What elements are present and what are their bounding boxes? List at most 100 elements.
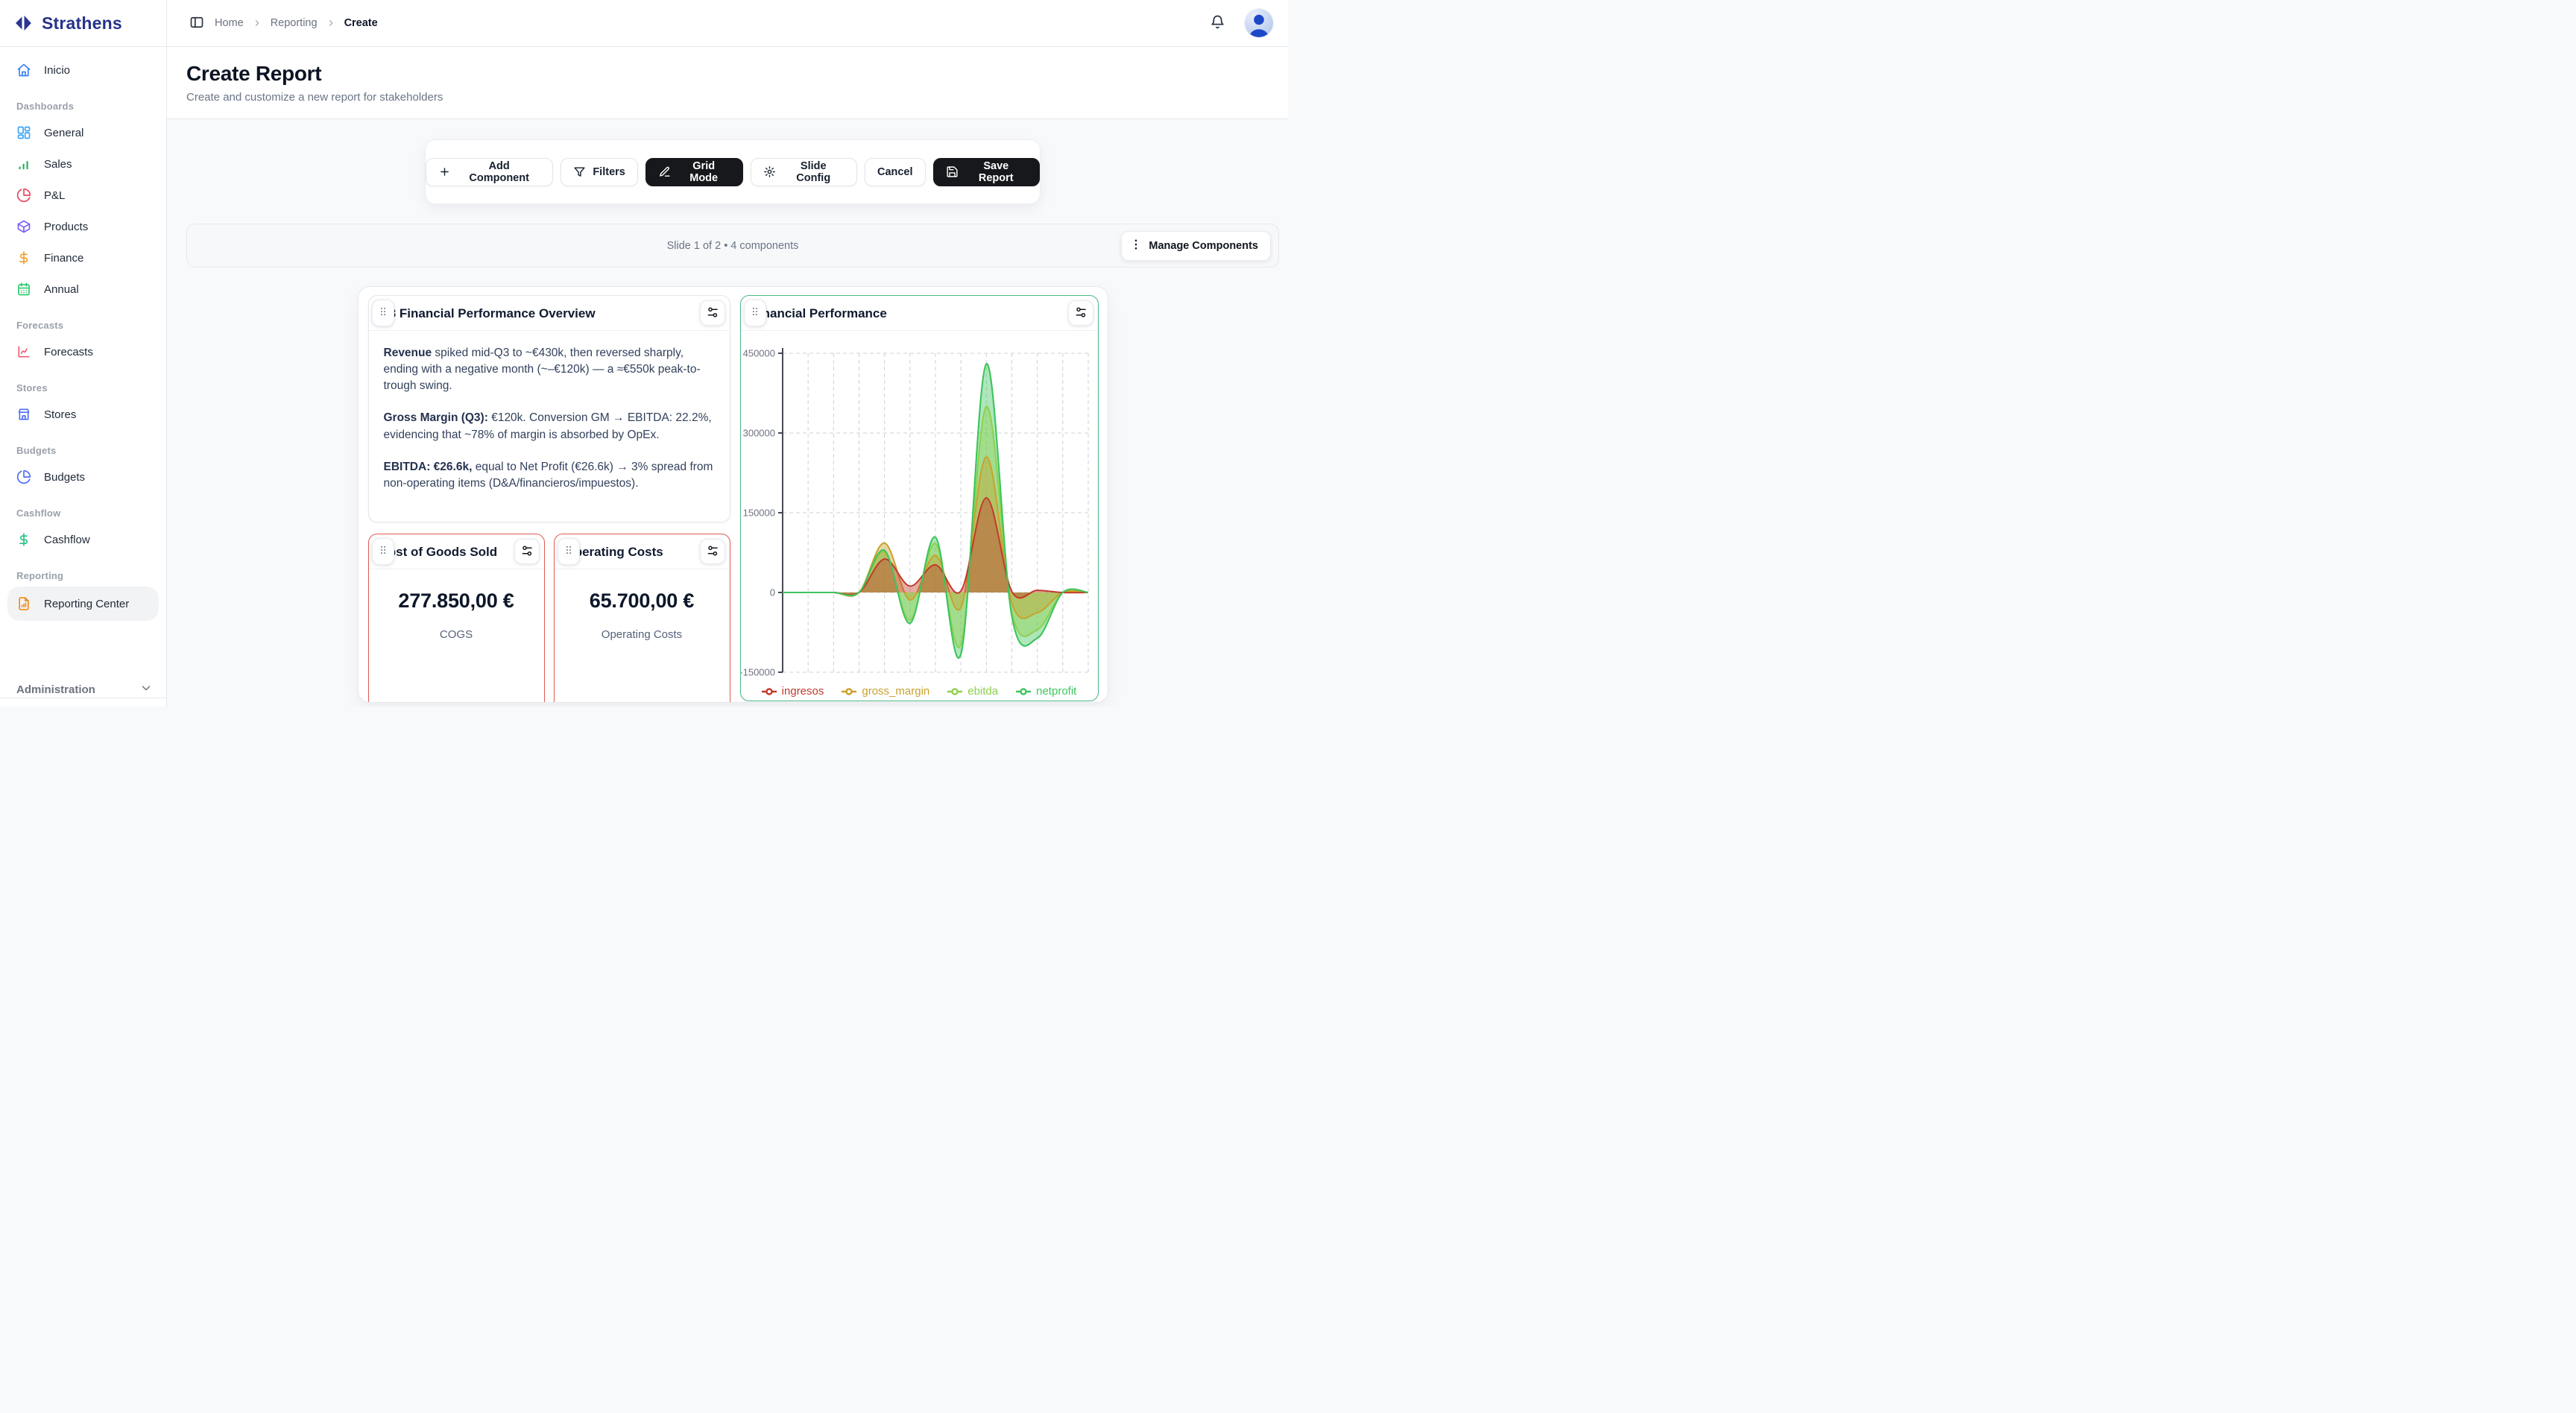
kpi-label: Operating Costs: [555, 628, 730, 641]
box-icon: [16, 219, 31, 234]
drag-handle[interactable]: [372, 300, 394, 326]
sidebar-item-label: Cashflow: [44, 534, 90, 546]
y-tick-label: 450000: [742, 348, 774, 359]
component-overview-card: Q3 Financial Performance Overview Revenu…: [368, 295, 730, 522]
card-title: Cost of Goods Sold: [379, 545, 498, 559]
section-label-dashboards: Dashboards: [16, 101, 166, 112]
sliders-icon: [706, 544, 719, 557]
sidebar-item-stores[interactable]: Stores: [0, 399, 166, 430]
financial-performance-chart: 4500003000001500000-150000: [741, 335, 1097, 680]
sliders-icon: [706, 306, 719, 321]
card-header: Financial Performance: [741, 296, 1098, 331]
sidebar-item-budgets[interactable]: Budgets: [0, 461, 166, 493]
drag-handle[interactable]: [372, 538, 394, 565]
brand-logo[interactable]: Strathens: [0, 0, 166, 47]
legend-label: gross_margin: [862, 685, 929, 698]
grip-icon: [378, 545, 388, 555]
gear-icon: [763, 165, 776, 178]
component-settings-button[interactable]: [700, 300, 725, 326]
component-chart-card: Financial Performance 450000300000150000…: [740, 295, 1099, 701]
dollar-icon: [16, 532, 31, 547]
y-tick-label: 300000: [742, 428, 774, 439]
component-settings-button[interactable]: [700, 539, 725, 564]
page-subtitle: Create and customize a new report for st…: [186, 91, 1288, 104]
dots-vertical-icon: [1129, 238, 1143, 251]
legend-item-gross_margin[interactable]: gross_margin: [842, 685, 929, 698]
chart-legend: ingresos gross_margin ebitda netprofit: [741, 685, 1098, 698]
save-report-button[interactable]: Save Report: [933, 158, 1040, 186]
sidebar-item-p-l[interactable]: P&L: [0, 180, 166, 211]
bell-icon: [1210, 14, 1225, 32]
grip-icon: [750, 306, 760, 320]
bar-chart-icon: [16, 157, 31, 171]
user-avatar[interactable]: [1245, 9, 1273, 37]
notifications-button[interactable]: [1207, 11, 1228, 35]
sidebar-toggle-button[interactable]: [186, 12, 207, 35]
store-icon: [16, 407, 31, 422]
legend-marker-icon: [842, 687, 856, 696]
calendar-icon: [16, 282, 31, 297]
breadcrumb-home[interactable]: Home: [215, 17, 244, 29]
sidebar-item-products[interactable]: Products: [0, 211, 166, 242]
breadcrumb-reporting[interactable]: Reporting: [271, 17, 318, 29]
sidebar-item-general[interactable]: General: [0, 117, 166, 148]
overview-text: Revenue spiked mid-Q3 to ~€430k, then re…: [369, 331, 730, 522]
drag-handle[interactable]: [744, 300, 766, 326]
page-header: Create Report Create and customize a new…: [167, 47, 1288, 119]
sidebar-item-sales[interactable]: Sales: [0, 148, 166, 180]
sliders-icon: [706, 544, 719, 560]
component-settings-button[interactable]: [514, 539, 540, 564]
sidebar-item-label: P&L: [44, 189, 65, 202]
pie-chart-icon: [16, 188, 31, 203]
sliders-icon: [520, 544, 534, 560]
kpi-row: Cost of Goods Sold 277.850,00 € COGS: [368, 534, 730, 703]
sidebar-item-cashflow[interactable]: Cashflow: [0, 524, 166, 555]
calendar-icon: [16, 282, 31, 297]
component-cogs-card: Cost of Goods Sold 277.850,00 € COGS: [368, 534, 545, 703]
sidebar-item-label: Stores: [44, 408, 76, 421]
add-component-button[interactable]: Add Component: [426, 158, 553, 186]
slide-canvas: Q3 Financial Performance Overview Revenu…: [358, 286, 1108, 703]
sidebar-item-forecasts[interactable]: Forecasts: [0, 336, 166, 367]
drag-handle[interactable]: [558, 538, 580, 565]
legend-item-ebitda[interactable]: ebitda: [947, 685, 998, 698]
card-header: Q3 Financial Performance Overview: [369, 296, 730, 331]
topbar: HomeReportingCreate: [167, 0, 1288, 47]
kpi-body: 65.700,00 € Operating Costs: [555, 569, 730, 641]
sidebar-item-administration[interactable]: Administration: [16, 681, 153, 698]
cancel-button[interactable]: Cancel: [865, 158, 926, 186]
card-title: Q3 Financial Performance Overview: [379, 306, 596, 320]
sidebar-item-inicio[interactable]: Inicio: [0, 54, 166, 86]
app-window: Strathens Inicio Dashboards GeneralSales P&…: [0, 0, 1288, 706]
component-opex-card: Operating Costs 65.700,00 € Operating Co…: [554, 534, 730, 703]
slide-config-button[interactable]: Slide Config: [751, 158, 857, 186]
sidebar-item-finance[interactable]: Finance: [0, 242, 166, 274]
legend-label: ingresos: [782, 685, 824, 698]
sidebar-item-annual[interactable]: Annual: [0, 274, 166, 305]
line-chart-icon: [16, 344, 31, 359]
legend-marker-icon: [947, 687, 962, 696]
overview-paragraph-3: EBITDA: €26.6k, equal to Net Profit (€26…: [384, 459, 715, 492]
administration-label: Administration: [16, 683, 95, 696]
component-settings-button[interactable]: [1068, 300, 1093, 326]
grid-mode-button[interactable]: Grid Mode: [645, 158, 743, 186]
manage-components-button[interactable]: Manage Components: [1121, 231, 1271, 261]
section-label-reporting: Reporting: [16, 570, 166, 581]
sidebar-item-reporting-center[interactable]: Reporting Center: [7, 587, 159, 621]
sliders-icon: [1074, 306, 1087, 321]
bar-chart-icon: [16, 157, 31, 171]
store-icon: [16, 407, 31, 422]
legend-label: netprofit: [1036, 685, 1076, 698]
chevron-down-icon: [139, 681, 153, 698]
panel-left-icon: [189, 15, 204, 32]
legend-item-netprofit[interactable]: netprofit: [1016, 685, 1076, 698]
legend-item-ingresos[interactable]: ingresos: [762, 685, 824, 698]
panel-left-icon: [189, 15, 204, 30]
main-area: HomeReportingCreate: [167, 0, 1288, 706]
sidebar-item-label: Forecasts: [44, 346, 93, 358]
sidebar-item-label: Reporting Center: [44, 598, 129, 610]
filters-button[interactable]: Filters: [561, 158, 638, 186]
avatar-image: [1245, 9, 1273, 37]
chevron-right-icon: [252, 18, 262, 28]
chevron-right-icon: [326, 18, 336, 28]
